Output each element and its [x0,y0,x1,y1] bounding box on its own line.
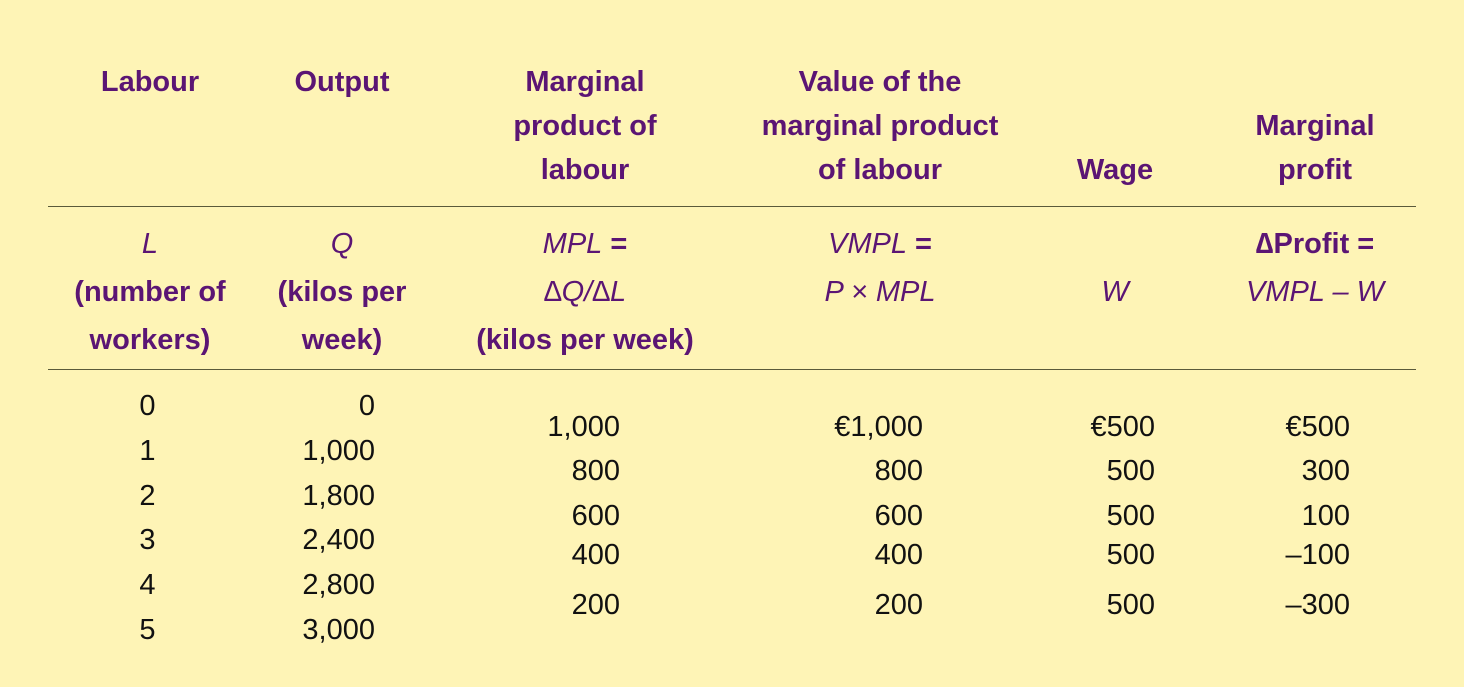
wage-value: 500 [1106,500,1155,532]
output-value: 1,800 [302,480,375,512]
wage-value: 500 [1106,539,1155,571]
symbol-mpl: MPL = ∆Q/∆L (kilos per week) [450,220,720,364]
profit-value: 100 [1301,500,1350,532]
symbol-mpl-eq: = [602,228,628,260]
header-rule [48,206,1416,207]
header-profit-line: Marginal [1255,110,1375,142]
symbol-profit-label: ∆Profit = [1255,228,1375,260]
wage-value: 500 [1106,455,1155,487]
profit-value: €500 [1285,411,1350,443]
header-mpl-line: product of [513,110,657,142]
symbol-output-unit: (kilos per [277,276,407,308]
header-vmpl: Value of the marginal product of labour [730,60,1030,192]
symbol-profit-formula: VMPL – W [1245,276,1385,308]
wage-value: €500 [1090,411,1155,443]
header-vmpl-line: of labour [817,154,943,186]
symbol-profit: ∆Profit = VMPL – W [1210,220,1420,316]
data-rule [48,369,1416,370]
mpl-value: 400 [571,539,620,571]
symbol-output-unit: week) [301,324,383,356]
header-vmpl-line: Value of the [798,66,962,98]
labour-value: 4 [139,569,156,601]
header-vmpl-line: marginal product [761,110,999,142]
wage-value: 500 [1106,589,1155,621]
symbol-labour-unit: (number of [74,276,226,308]
vmpl-value: 600 [874,500,923,532]
labour-value: 0 [139,390,156,422]
vmpl-value: 200 [874,589,923,621]
labour-value: 1 [139,435,156,467]
header-profit: Marginal profit [1225,104,1405,192]
output-value: 0 [358,390,375,422]
header-mpl: Marginal product of labour [465,60,705,192]
vmpl-value: €1,000 [834,411,923,443]
header-mpl-line: labour [540,154,630,186]
header-mpl-line: Marginal [525,66,645,98]
symbol-wage: W [1050,268,1180,316]
symbol-labour: L (number of workers) [50,220,250,364]
mpl-value: 1,000 [547,411,620,443]
header-profit-line: profit [1277,154,1353,186]
symbol-labour-var: L [141,228,159,260]
symbol-mpl-formula: ∆Q/∆L [543,276,627,308]
labour-value: 3 [139,524,156,556]
symbol-output: Q (kilos per week) [262,220,422,364]
mpl-value: 800 [571,455,620,487]
output-value: 2,400 [302,524,375,556]
output-value: 1,000 [302,435,375,467]
symbol-vmpl-var: VMPL [828,228,907,260]
symbol-vmpl-formula: P × MPL [824,276,936,308]
vmpl-value: 800 [874,455,923,487]
profit-value: –300 [1285,589,1350,621]
header-wage: Wage [1076,154,1154,186]
mpl-value: 600 [571,500,620,532]
symbol-mpl-var: MPL [542,228,603,260]
symbol-output-var: Q [330,228,354,260]
labour-value: 2 [139,480,156,512]
header-labour: Labour [100,66,200,98]
vmpl-value: 400 [874,539,923,571]
output-value: 3,000 [302,614,375,646]
symbol-vmpl: VMPL = P × MPL [730,220,1030,316]
labour-value: 5 [139,614,156,646]
header-output: Output [294,66,390,98]
profit-value: 300 [1301,455,1350,487]
mpl-value: 200 [571,589,620,621]
symbol-mpl-unit: (kilos per week) [476,324,694,356]
symbol-labour-unit: workers) [89,324,211,356]
symbol-vmpl-eq: = [906,228,932,260]
output-value: 2,800 [302,569,375,601]
symbol-wage-var: W [1101,276,1129,308]
profit-value: –100 [1285,539,1350,571]
